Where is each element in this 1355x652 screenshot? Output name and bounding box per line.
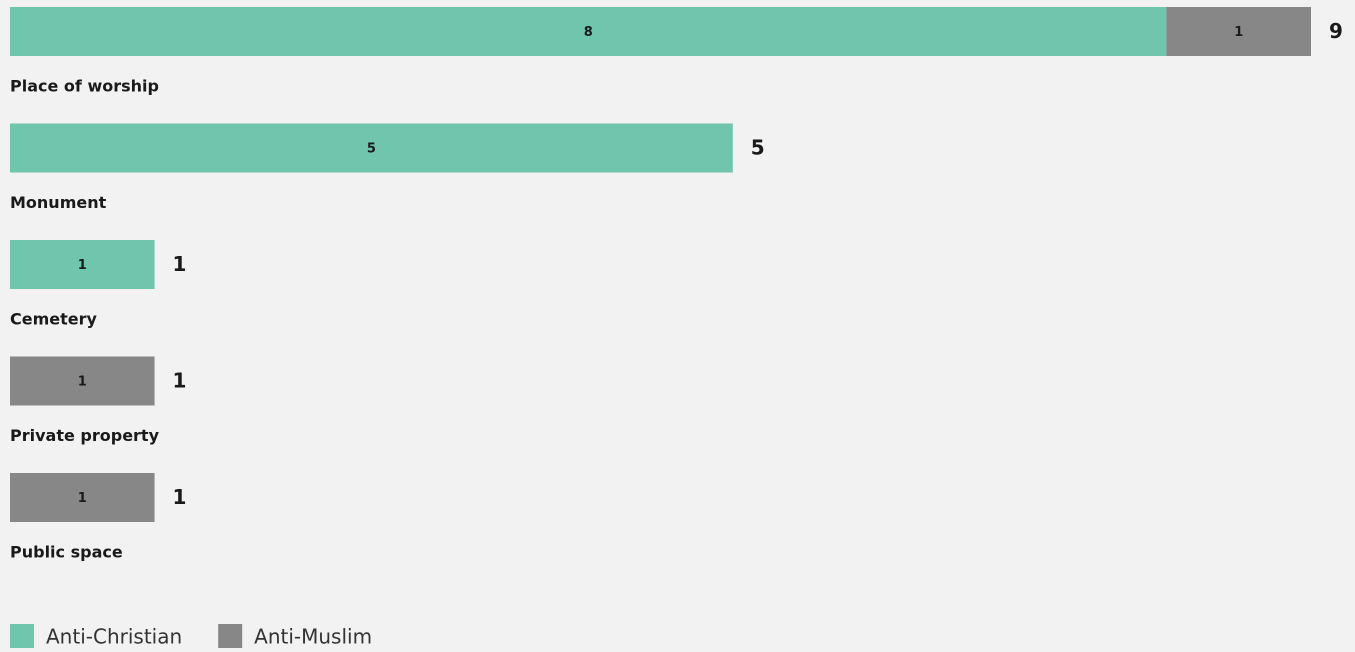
- category-label: Cemetery: [10, 310, 98, 329]
- segment-label: 8: [584, 25, 593, 40]
- bar-segment: [10, 356, 155, 406]
- bar-segment: [10, 123, 733, 173]
- bar-segment: [10, 473, 155, 522]
- segment-label: 1: [78, 491, 87, 506]
- bar-segment: [1166, 7, 1311, 56]
- legend-label: Anti-Muslim: [254, 625, 372, 649]
- category-label: Private property: [10, 426, 160, 445]
- bar-segment: [10, 240, 155, 289]
- total-label: 1: [173, 485, 187, 509]
- legend-swatch: [218, 624, 243, 648]
- segment-label: 1: [1234, 25, 1243, 40]
- category-label: Public space: [10, 543, 123, 562]
- total-label: 1: [173, 369, 187, 393]
- segment-label: 1: [78, 258, 87, 273]
- segment-label: 1: [78, 375, 87, 390]
- legend-label: Anti-Christian: [46, 625, 182, 649]
- category-label: Place of worship: [10, 77, 159, 96]
- total-label: 9: [1329, 19, 1343, 43]
- total-label: 1: [173, 252, 187, 276]
- total-label: 5: [751, 136, 765, 160]
- legend-swatch: [10, 624, 34, 648]
- bar-segment: [10, 7, 1167, 56]
- category-label: Monument: [10, 193, 107, 212]
- segment-label: 5: [367, 142, 376, 157]
